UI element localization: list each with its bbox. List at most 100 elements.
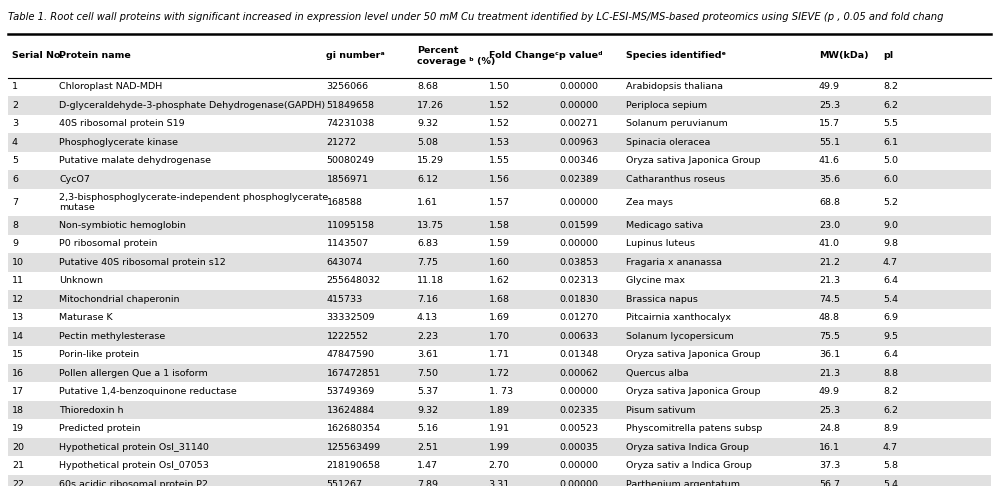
Text: 5.8: 5.8 bbox=[883, 461, 898, 470]
Text: 1.61: 1.61 bbox=[417, 198, 438, 207]
Text: 21: 21 bbox=[12, 461, 24, 470]
Text: Table 1. Root cell wall proteins with significant increased in expression level : Table 1. Root cell wall proteins with si… bbox=[8, 12, 943, 22]
Bar bbox=[8, 419, 991, 438]
Bar bbox=[8, 327, 991, 346]
Text: 415733: 415733 bbox=[327, 295, 363, 304]
Text: 21.3: 21.3 bbox=[819, 277, 840, 285]
Text: 13624884: 13624884 bbox=[327, 406, 375, 415]
Text: 0.00000: 0.00000 bbox=[559, 101, 598, 110]
Text: Phosphoglycerate kinase: Phosphoglycerate kinase bbox=[59, 138, 178, 147]
Text: Pisum sativum: Pisum sativum bbox=[626, 406, 696, 415]
Text: 218190658: 218190658 bbox=[327, 461, 381, 470]
Text: 6.4: 6.4 bbox=[883, 350, 898, 359]
Text: 3.31: 3.31 bbox=[489, 480, 509, 486]
Text: 6.9: 6.9 bbox=[883, 313, 898, 322]
Text: 21272: 21272 bbox=[327, 138, 357, 147]
Text: 1.47: 1.47 bbox=[417, 461, 438, 470]
Text: Species identifiedᵉ: Species identifiedᵉ bbox=[626, 52, 726, 60]
Text: 36.1: 36.1 bbox=[819, 350, 840, 359]
Text: 1.70: 1.70 bbox=[489, 332, 509, 341]
Text: Periploca sepium: Periploca sepium bbox=[626, 101, 707, 110]
Text: 2: 2 bbox=[12, 101, 18, 110]
Bar bbox=[8, 272, 991, 290]
Text: 12: 12 bbox=[12, 295, 24, 304]
Text: 7.50: 7.50 bbox=[417, 369, 438, 378]
Text: Oryza sativa Indica Group: Oryza sativa Indica Group bbox=[626, 443, 749, 451]
Text: 15.29: 15.29 bbox=[417, 156, 444, 165]
Bar bbox=[8, 189, 991, 216]
Text: Medicago sativa: Medicago sativa bbox=[626, 221, 703, 230]
Text: 125563499: 125563499 bbox=[327, 443, 381, 451]
Text: Porin-like protein: Porin-like protein bbox=[59, 350, 139, 359]
Text: 0.00633: 0.00633 bbox=[559, 332, 598, 341]
Text: 60s acidic ribosomal protein P2: 60s acidic ribosomal protein P2 bbox=[59, 480, 208, 486]
Text: 1.59: 1.59 bbox=[489, 240, 509, 248]
Text: 10: 10 bbox=[12, 258, 24, 267]
Bar bbox=[8, 253, 991, 272]
Text: Solanum lycopersicum: Solanum lycopersicum bbox=[626, 332, 734, 341]
Text: 0.01348: 0.01348 bbox=[559, 350, 598, 359]
Text: 8: 8 bbox=[12, 221, 18, 230]
Bar bbox=[8, 152, 991, 170]
Text: 6.83: 6.83 bbox=[417, 240, 438, 248]
Text: 4.13: 4.13 bbox=[417, 313, 438, 322]
Text: 13.75: 13.75 bbox=[417, 221, 444, 230]
Bar bbox=[8, 290, 991, 309]
Text: 25.3: 25.3 bbox=[819, 101, 840, 110]
Text: 0.00000: 0.00000 bbox=[559, 480, 598, 486]
Bar bbox=[8, 115, 991, 133]
Text: Physcomitrella patens subsp: Physcomitrella patens subsp bbox=[626, 424, 762, 433]
Bar bbox=[8, 78, 991, 96]
Bar bbox=[8, 401, 991, 419]
Text: 16: 16 bbox=[12, 369, 24, 378]
Text: 0.01830: 0.01830 bbox=[559, 295, 598, 304]
Text: 6.1: 6.1 bbox=[883, 138, 898, 147]
Text: Putative 40S ribosomal protein s12: Putative 40S ribosomal protein s12 bbox=[59, 258, 226, 267]
Text: 6.2: 6.2 bbox=[883, 406, 898, 415]
Text: 22: 22 bbox=[12, 480, 24, 486]
Bar bbox=[8, 456, 991, 475]
Text: 1.60: 1.60 bbox=[489, 258, 509, 267]
Text: gi numberᵃ: gi numberᵃ bbox=[327, 52, 386, 60]
Text: 4.7: 4.7 bbox=[883, 443, 898, 451]
Text: 1.99: 1.99 bbox=[489, 443, 509, 451]
Text: 51849658: 51849658 bbox=[327, 101, 375, 110]
Text: 168588: 168588 bbox=[327, 198, 363, 207]
Text: 6.2: 6.2 bbox=[883, 101, 898, 110]
Text: 74231038: 74231038 bbox=[327, 120, 375, 128]
Bar bbox=[8, 170, 991, 189]
Text: 0.01599: 0.01599 bbox=[559, 221, 598, 230]
Text: Catharanthus roseus: Catharanthus roseus bbox=[626, 175, 725, 184]
Text: 1143507: 1143507 bbox=[327, 240, 369, 248]
Text: P0 ribosomal protein: P0 ribosomal protein bbox=[59, 240, 158, 248]
Text: 5.5: 5.5 bbox=[883, 120, 898, 128]
Text: 11.18: 11.18 bbox=[417, 277, 444, 285]
Text: 33332509: 33332509 bbox=[327, 313, 375, 322]
Text: Zea mays: Zea mays bbox=[626, 198, 673, 207]
Text: 3: 3 bbox=[12, 120, 18, 128]
Text: 0.00000: 0.00000 bbox=[559, 461, 598, 470]
Text: 50080249: 50080249 bbox=[327, 156, 375, 165]
Text: 3.61: 3.61 bbox=[417, 350, 438, 359]
Text: 5.37: 5.37 bbox=[417, 387, 438, 396]
Text: 0.00000: 0.00000 bbox=[559, 83, 598, 91]
Text: CycO7: CycO7 bbox=[59, 175, 90, 184]
Text: D-glyceraldehyde-3-phosphate Dehydrogenase(GAPDH): D-glyceraldehyde-3-phosphate Dehydrogena… bbox=[59, 101, 326, 110]
Text: 0.00000: 0.00000 bbox=[559, 387, 598, 396]
Text: 8.8: 8.8 bbox=[883, 369, 898, 378]
Text: 15.7: 15.7 bbox=[819, 120, 840, 128]
Text: 6.12: 6.12 bbox=[417, 175, 438, 184]
Bar bbox=[8, 382, 991, 401]
Text: 17: 17 bbox=[12, 387, 24, 396]
Text: Pollen allergen Que a 1 isoform: Pollen allergen Que a 1 isoform bbox=[59, 369, 208, 378]
Text: 0.00000: 0.00000 bbox=[559, 240, 598, 248]
Text: Fragaria x ananassa: Fragaria x ananassa bbox=[626, 258, 722, 267]
Text: Putative 1,4-benzoquinone reductase: Putative 1,4-benzoquinone reductase bbox=[59, 387, 237, 396]
Text: 20: 20 bbox=[12, 443, 24, 451]
Text: Non-symbiotic hemoglobin: Non-symbiotic hemoglobin bbox=[59, 221, 186, 230]
Text: 0.02313: 0.02313 bbox=[559, 277, 598, 285]
Text: 1.58: 1.58 bbox=[489, 221, 509, 230]
Text: 4: 4 bbox=[12, 138, 18, 147]
Text: 1. 73: 1. 73 bbox=[489, 387, 512, 396]
Text: 2.70: 2.70 bbox=[489, 461, 509, 470]
